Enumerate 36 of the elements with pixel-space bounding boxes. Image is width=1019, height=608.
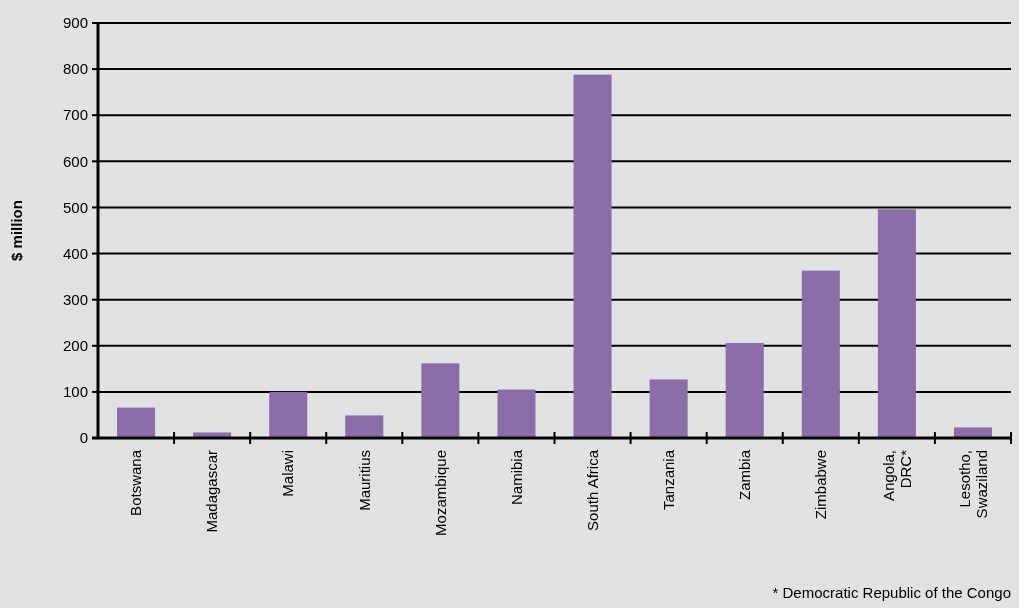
bar — [269, 391, 308, 438]
x-tick-label: Namibia — [507, 449, 525, 506]
x-tick-label: Mauritius — [355, 450, 373, 511]
x-tick-label: Zimbabwe — [812, 450, 830, 520]
bar — [421, 363, 460, 438]
x-tick-label: Zambia — [735, 449, 753, 501]
y-tick-label: 400 — [62, 244, 88, 262]
bar — [801, 270, 840, 438]
y-tick-label: 500 — [62, 198, 88, 216]
bar — [117, 407, 156, 438]
bar — [345, 415, 384, 438]
text: * Democratic Republic of the Congo — [772, 584, 1011, 601]
x-tick-label: Angola, DRC* — [879, 449, 914, 501]
bar — [877, 209, 916, 438]
y-tick-label: 600 — [62, 152, 88, 170]
y-tick-label: 0 — [79, 429, 88, 447]
y-axis-title: $ million — [8, 200, 25, 261]
y-tick-label: 900 — [62, 14, 88, 32]
x-tick-label: Lesotho, Swaziland — [955, 450, 990, 519]
y-tick-label: 800 — [62, 60, 88, 78]
y-tick-label: 200 — [62, 337, 88, 355]
x-tick-label: Madagascar — [203, 450, 221, 533]
bar — [725, 343, 764, 438]
x-tick-label: Malawi — [279, 450, 297, 497]
y-tick-label: 700 — [62, 106, 88, 124]
x-tick-label: South Africa — [583, 449, 601, 531]
bar — [953, 427, 992, 438]
y-tick-label: 300 — [62, 290, 88, 308]
bar — [193, 432, 232, 438]
x-tick-label: Botswana — [127, 449, 145, 516]
x-tick-label: Mozambique — [431, 450, 449, 536]
bar — [573, 74, 612, 438]
x-tick-label: Tanzania — [659, 449, 677, 511]
bar — [497, 389, 536, 438]
bar — [649, 379, 688, 438]
y-tick-label: 100 — [62, 383, 88, 401]
